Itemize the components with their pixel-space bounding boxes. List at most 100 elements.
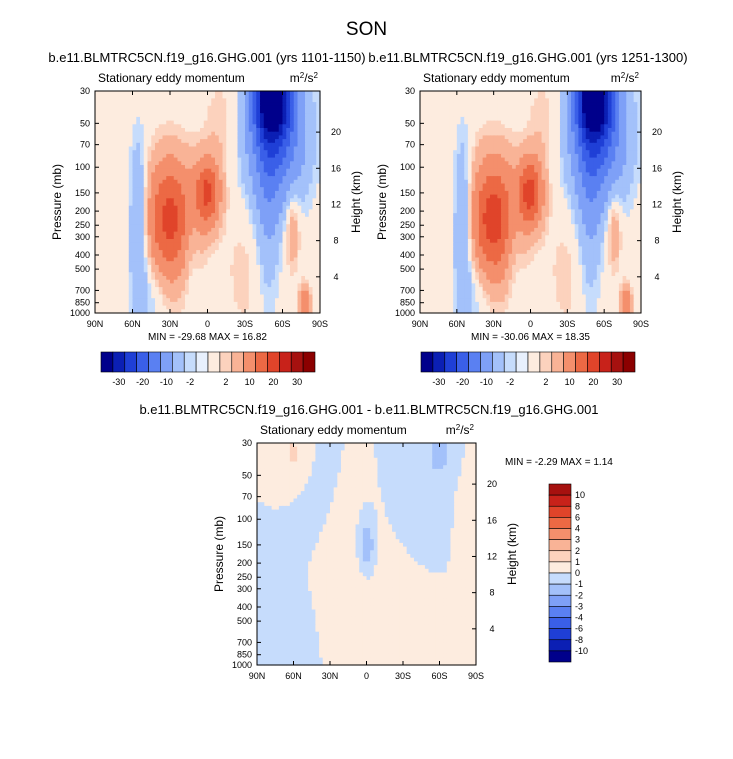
- heatmap-cell: [282, 272, 287, 277]
- heatmap-cell: [207, 105, 212, 111]
- heatmap-cell: [453, 116, 458, 122]
- heatmap-cell: [282, 102, 287, 107]
- heatmap-cell: [110, 172, 115, 177]
- heatmap-cell: [226, 253, 231, 259]
- heatmap-cell: [260, 216, 265, 222]
- heatmap-cell: [263, 91, 269, 96]
- heatmap-cell: [541, 150, 546, 155]
- heatmap-cell: [185, 165, 190, 170]
- heatmap-cell: [147, 168, 152, 173]
- heatmap-cell: [215, 213, 220, 218]
- heatmap-cell: [629, 135, 635, 140]
- heatmap-cell: [267, 105, 272, 111]
- heatmap-cell: [286, 298, 291, 303]
- heatmap-cell: [552, 105, 557, 111]
- heatmap-cell: [434, 161, 440, 166]
- heatmap-cell: [117, 242, 122, 247]
- heatmap-cell: [282, 94, 287, 99]
- heatmap-cell: [301, 198, 306, 203]
- heatmap-cell: [200, 250, 205, 255]
- heatmap-cell: [158, 287, 164, 292]
- heatmap-cell: [203, 131, 209, 136]
- heatmap-cell: [233, 268, 239, 273]
- heatmap-cell: [420, 105, 425, 111]
- heatmap-cell: [297, 231, 302, 236]
- heatmap-cell: [290, 239, 295, 244]
- heatmap-cell: [308, 120, 314, 125]
- heatmap-cell: [151, 139, 156, 144]
- heatmap-cell: [233, 131, 239, 136]
- heatmap-cell: [308, 105, 314, 111]
- heatmap-cell: [196, 139, 201, 144]
- heatmap-cell: [207, 301, 212, 307]
- heatmap-cell: [308, 261, 314, 266]
- heatmap-cell: [453, 150, 458, 155]
- heatmap-cell: [102, 250, 107, 255]
- heatmap-cell: [230, 190, 235, 196]
- heatmap-cell: [177, 287, 182, 292]
- heatmap-cell: [196, 231, 201, 236]
- heatmap-cell: [493, 109, 498, 114]
- heatmap-cell: [143, 202, 149, 207]
- heatmap-cell: [438, 98, 443, 103]
- heatmap-cell: [121, 91, 126, 96]
- heatmap-cell: [585, 153, 591, 159]
- heatmap-cell: [267, 309, 272, 314]
- heatmap-cell: [155, 220, 160, 225]
- heatmap-cell: [117, 290, 122, 296]
- heatmap-cell: [615, 150, 620, 155]
- heatmap-cell: [633, 91, 638, 96]
- heatmap-cell: [218, 253, 224, 259]
- heatmap-cell: [170, 194, 175, 199]
- heatmap-cell: [192, 264, 197, 270]
- heatmap-cell: [301, 172, 306, 177]
- heatmap-cell: [493, 105, 498, 111]
- heatmap-cell: [297, 120, 302, 125]
- heatmap-cell: [218, 213, 224, 218]
- heatmap-cell: [128, 105, 134, 111]
- heatmap-cell: [316, 309, 321, 314]
- heatmap-cell: [278, 205, 284, 210]
- heatmap-cell: [233, 309, 239, 314]
- heatmap-cell: [278, 220, 284, 225]
- heatmap-cell: [207, 194, 212, 199]
- heatmap-cell: [121, 301, 126, 307]
- heatmap-cell: [263, 146, 269, 151]
- heatmap-cell: [275, 187, 280, 192]
- heatmap-cell: [519, 146, 524, 151]
- heatmap-cell: [151, 202, 156, 207]
- heatmap-cell: [501, 146, 506, 151]
- heatmap-cell: [192, 176, 197, 181]
- heatmap-cell: [271, 298, 276, 303]
- heatmap-cell: [207, 246, 212, 251]
- heatmap-cell: [434, 91, 440, 96]
- heatmap-cell: [102, 239, 107, 244]
- heatmap-cell: [460, 124, 465, 129]
- heatmap-cell: [125, 190, 130, 196]
- heatmap-cell: [173, 179, 179, 185]
- heatmap-cell: [233, 261, 239, 266]
- heatmap-cell: [559, 109, 565, 114]
- heatmap-cell: [121, 205, 126, 210]
- heatmap-cell: [136, 91, 141, 96]
- heatmap-cell: [140, 109, 145, 114]
- heatmap-cell: [173, 202, 179, 207]
- heatmap-cell: [218, 250, 224, 255]
- heatmap-cell: [260, 213, 265, 218]
- heatmap-cell: [245, 290, 250, 296]
- heatmap-cell: [256, 153, 261, 159]
- heatmap-cell: [147, 268, 152, 273]
- heatmap-cell: [263, 239, 269, 244]
- heatmap-cell: [563, 120, 568, 125]
- heatmap-cell: [431, 94, 436, 99]
- heatmap-cell: [106, 216, 111, 222]
- heatmap-cell: [464, 157, 469, 162]
- heatmap-cell: [290, 309, 295, 314]
- heatmap-cell: [256, 113, 261, 118]
- heatmap-cell: [512, 120, 517, 125]
- heatmap-cell: [541, 105, 546, 111]
- heatmap-cell: [241, 209, 246, 214]
- heatmap-cell: [552, 128, 557, 133]
- heatmap-cell: [449, 102, 454, 107]
- heatmap-cell: [567, 150, 572, 155]
